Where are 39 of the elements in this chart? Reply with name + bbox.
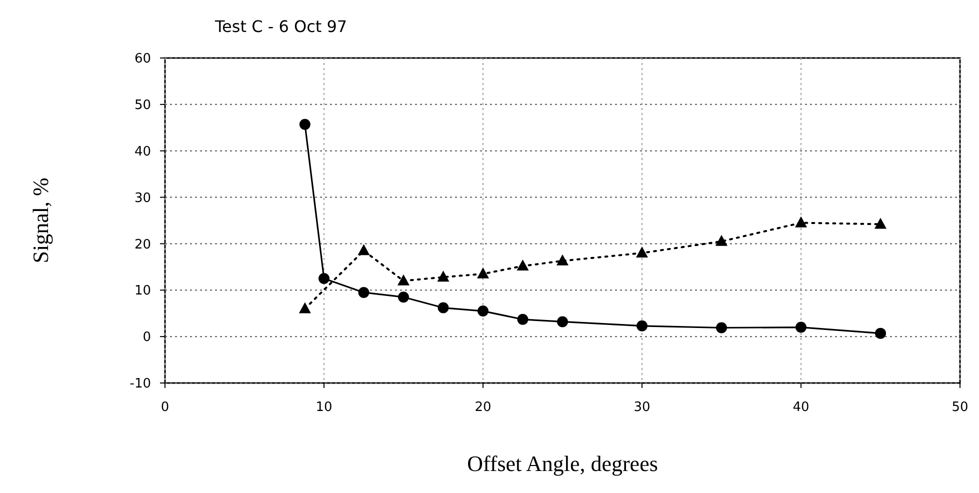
y-tick-label: 40 [134, 144, 151, 160]
point [716, 234, 728, 246]
point [358, 286, 370, 298]
x-tick-label: 20 [474, 400, 492, 415]
point [517, 314, 528, 325]
point [556, 254, 568, 266]
y-tick-label: 50 [134, 98, 151, 113]
x-tick-label: 30 [634, 400, 650, 415]
point [636, 320, 648, 332]
point [438, 302, 449, 314]
y-tick-label: 0 [142, 330, 151, 346]
x-axis-title: Offset Angle, degrees [467, 451, 658, 476]
point [437, 270, 450, 282]
y-tick-label: 60 [134, 52, 151, 67]
y-axis-title: Signal, % [28, 178, 53, 264]
point [516, 260, 529, 270]
chart-title: Test C - 6 Oct 97 [214, 17, 348, 36]
y-tick-label: 10 [134, 284, 151, 299]
point [358, 244, 370, 256]
x-tick-label: 0 [160, 400, 170, 415]
point [636, 246, 648, 258]
point [318, 273, 330, 284]
y-tick-label: 30 [134, 190, 151, 206]
x-tick-label: 10 [316, 400, 332, 415]
point [874, 218, 886, 229]
x-tick-label: 50 [952, 400, 968, 415]
point [796, 322, 806, 333]
point [716, 322, 727, 334]
point [398, 292, 409, 303]
point [298, 302, 311, 314]
point [477, 267, 489, 278]
y-tick-label: -10 [130, 376, 151, 392]
point [875, 328, 886, 339]
point [795, 216, 807, 228]
y-tick-label: 20 [134, 237, 151, 252]
point [478, 306, 488, 317]
point [398, 274, 410, 286]
point [557, 316, 568, 328]
x-tick-label: 40 [792, 400, 810, 415]
